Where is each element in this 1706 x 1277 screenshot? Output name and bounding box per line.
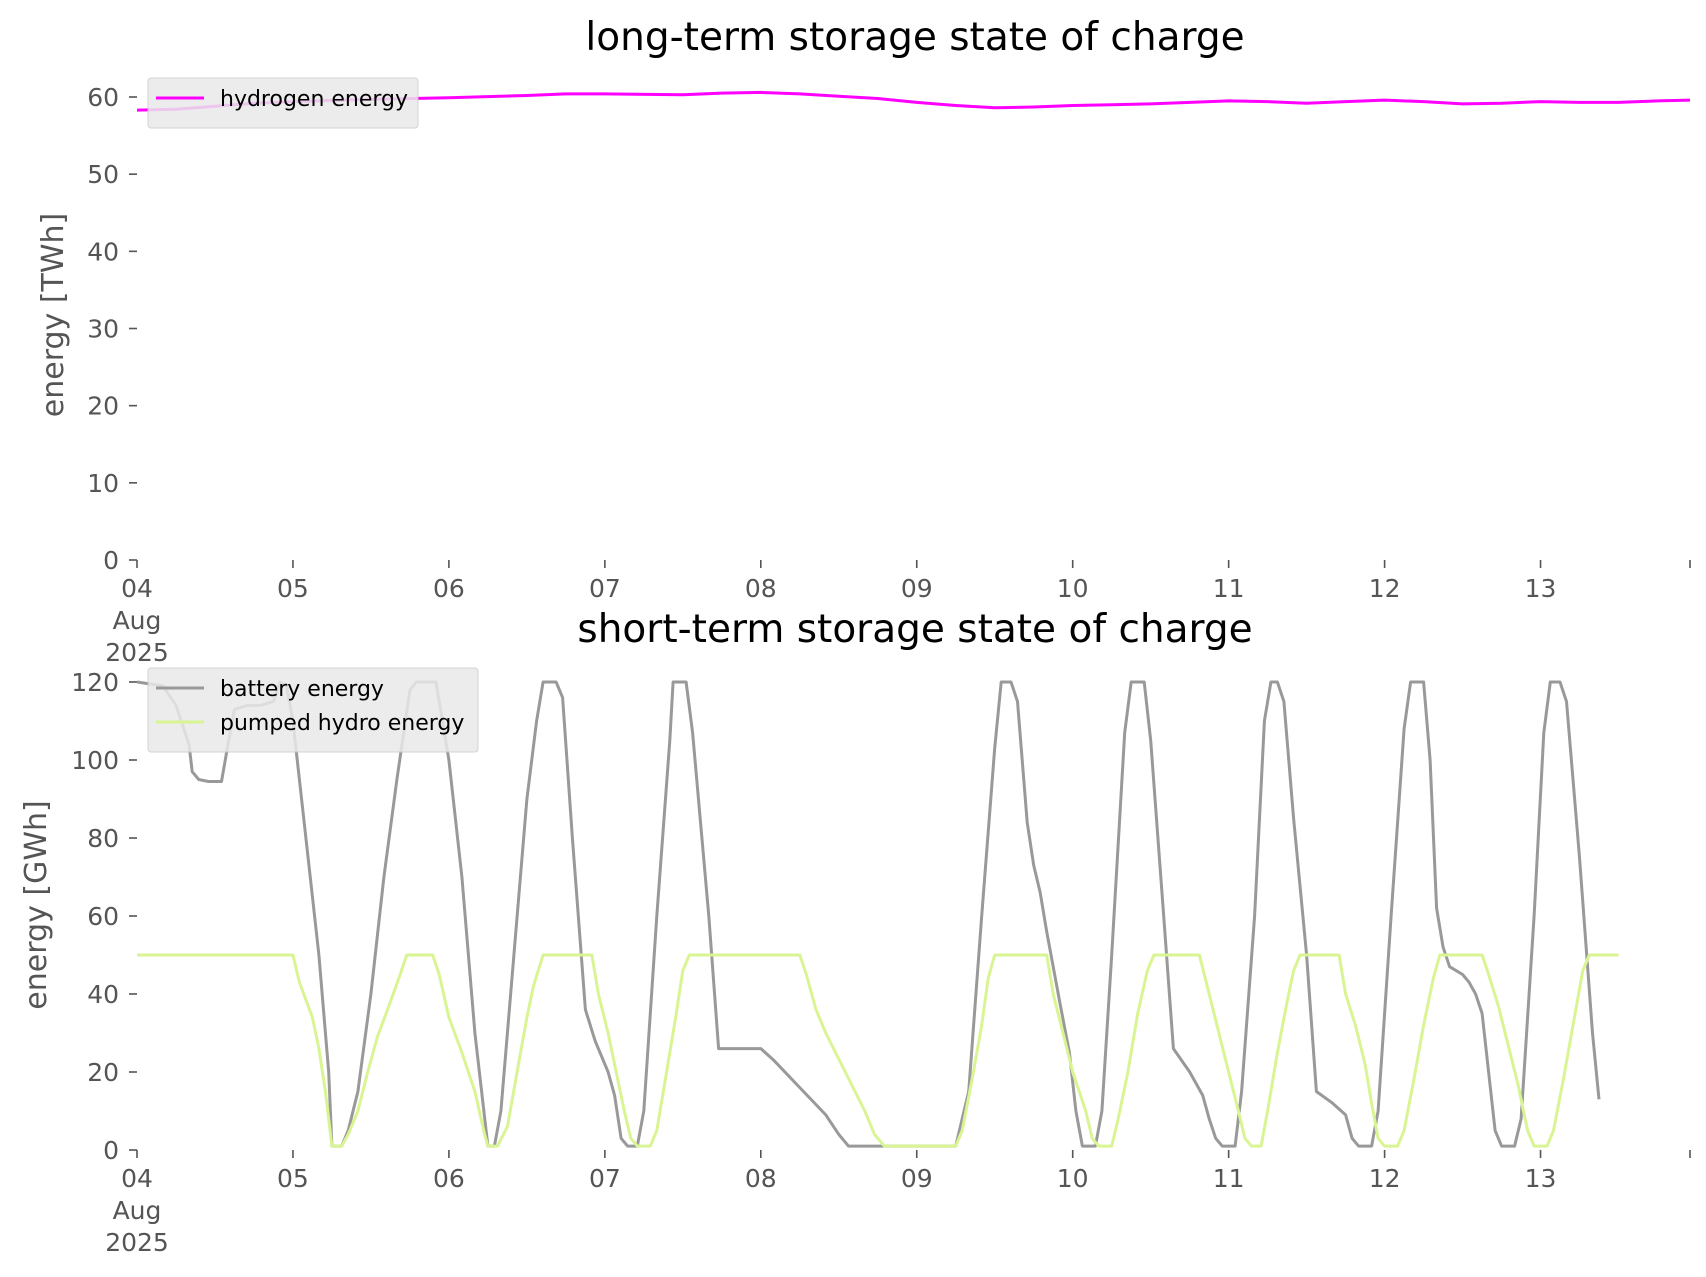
y-tick-label: 60 <box>87 83 119 112</box>
short-term-storage-chart: short-term storage state of charge energ… <box>19 607 1691 1257</box>
x-tick-label: 2025 <box>105 638 169 667</box>
x-tick-label: 05 <box>277 1164 309 1193</box>
x-tick-label: 13 <box>1525 574 1557 603</box>
y-tick-label: 50 <box>87 160 119 189</box>
series-line-battery-energy <box>136 680 1601 1148</box>
x-tick-label: 12 <box>1369 1164 1401 1193</box>
x-tick-label: 08 <box>745 574 777 603</box>
x-tick-label: Aug <box>113 606 162 635</box>
x-tick-label: 2025 <box>105 1228 169 1257</box>
legend-short-term: battery energy pumped hydro energy <box>147 667 479 753</box>
x-tick-label: 06 <box>433 574 465 603</box>
x-tick-label: Aug <box>113 1196 162 1225</box>
y-tick-label: 30 <box>87 315 119 344</box>
axis-ticks-short-term: 0 20 40 60 80 100 120 04 Aug 2025 05 06 07 08 09 10 11 12… <box>71 668 1691 1257</box>
y-axis-label-long-term: energy [TWh] <box>36 213 71 417</box>
series-line-pumped-hydro-energy <box>137 953 1619 1148</box>
x-tick-label: 09 <box>901 1164 933 1193</box>
y-tick-label: 60 <box>87 902 119 931</box>
y-tick-label: 10 <box>87 469 119 498</box>
x-tick-label: 11 <box>1213 1164 1245 1193</box>
y-axis-label-short-term: energy [GWh] <box>19 800 54 1009</box>
y-tick-label: 0 <box>103 546 119 575</box>
y-tick-label: 80 <box>87 824 119 853</box>
y-tick-label: 40 <box>87 980 119 1009</box>
axis-ticks-long-term: 0 10 20 30 40 50 60 04 Aug 2025 05 06 07 08 09 10 11 12 13 <box>87 83 1691 667</box>
chart-title-long-term: long-term storage state of charge <box>585 15 1244 60</box>
y-tick-label: 20 <box>87 1058 119 1087</box>
x-tick-label: 11 <box>1213 574 1245 603</box>
x-tick-label: 08 <box>745 1164 777 1193</box>
y-tick-label: 0 <box>103 1136 119 1165</box>
legend-box <box>147 77 419 129</box>
x-tick-label: 09 <box>901 574 933 603</box>
x-tick-label: 07 <box>589 1164 621 1193</box>
y-tick-label: 120 <box>71 668 119 697</box>
legend-long-term: hydrogen energy <box>147 77 419 129</box>
x-tick-label: 05 <box>277 574 309 603</box>
chart-title-short-term: short-term storage state of charge <box>577 607 1252 652</box>
legend-label: hydrogen energy <box>220 87 408 112</box>
y-tick-label: 20 <box>87 392 119 421</box>
y-tick-label: 40 <box>87 237 119 266</box>
legend-label: pumped hydro energy <box>220 711 464 736</box>
x-tick-label: 12 <box>1369 574 1401 603</box>
x-tick-label: 04 <box>121 1164 153 1193</box>
legend-box <box>147 667 479 753</box>
y-tick-label: 100 <box>71 746 119 775</box>
series-line-hydrogen-energy <box>136 90 1691 112</box>
x-tick-label: 06 <box>433 1164 465 1193</box>
x-tick-label: 04 <box>121 574 153 603</box>
x-tick-label: 10 <box>1057 574 1089 603</box>
series-lines-long-term <box>136 90 1691 112</box>
long-term-storage-chart: long-term storage state of charge energy… <box>36 15 1691 667</box>
x-tick-label: 10 <box>1057 1164 1089 1193</box>
x-tick-label: 07 <box>589 574 621 603</box>
legend-label: battery energy <box>220 677 384 702</box>
x-tick-label: 13 <box>1525 1164 1557 1193</box>
series-lines-short-term <box>136 680 1619 1148</box>
